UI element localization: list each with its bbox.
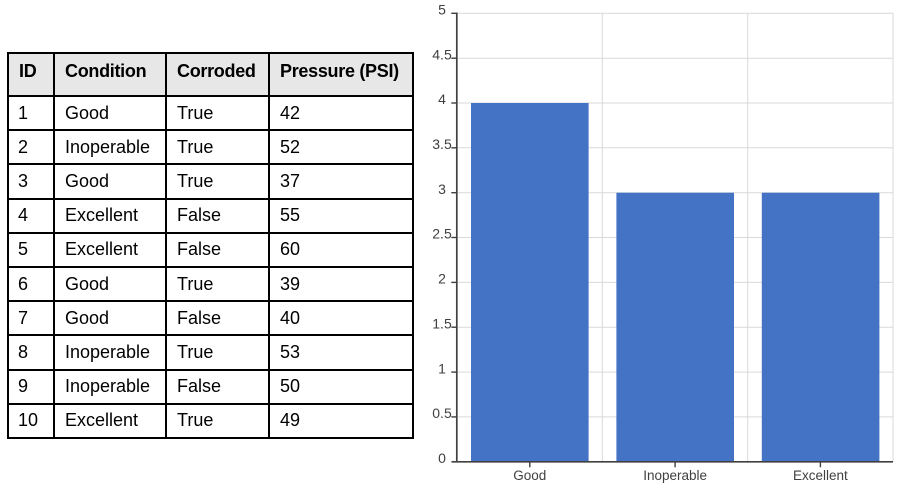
svg-text:Good: Good <box>513 468 546 483</box>
svg-text:Inoperable: Inoperable <box>643 468 707 483</box>
svg-text:2.5: 2.5 <box>432 226 452 242</box>
svg-text:2: 2 <box>438 271 446 287</box>
svg-text:1.5: 1.5 <box>432 315 452 331</box>
svg-text:0: 0 <box>438 450 446 466</box>
svg-text:Excellent: Excellent <box>793 468 848 483</box>
svg-text:0.5: 0.5 <box>432 405 452 421</box>
svg-text:1: 1 <box>438 360 446 376</box>
svg-text:4: 4 <box>438 91 446 107</box>
svg-text:3.5: 3.5 <box>432 136 452 152</box>
svg-text:5: 5 <box>438 2 446 18</box>
svg-text:4.5: 4.5 <box>432 46 452 62</box>
svg-text:3: 3 <box>438 181 446 197</box>
